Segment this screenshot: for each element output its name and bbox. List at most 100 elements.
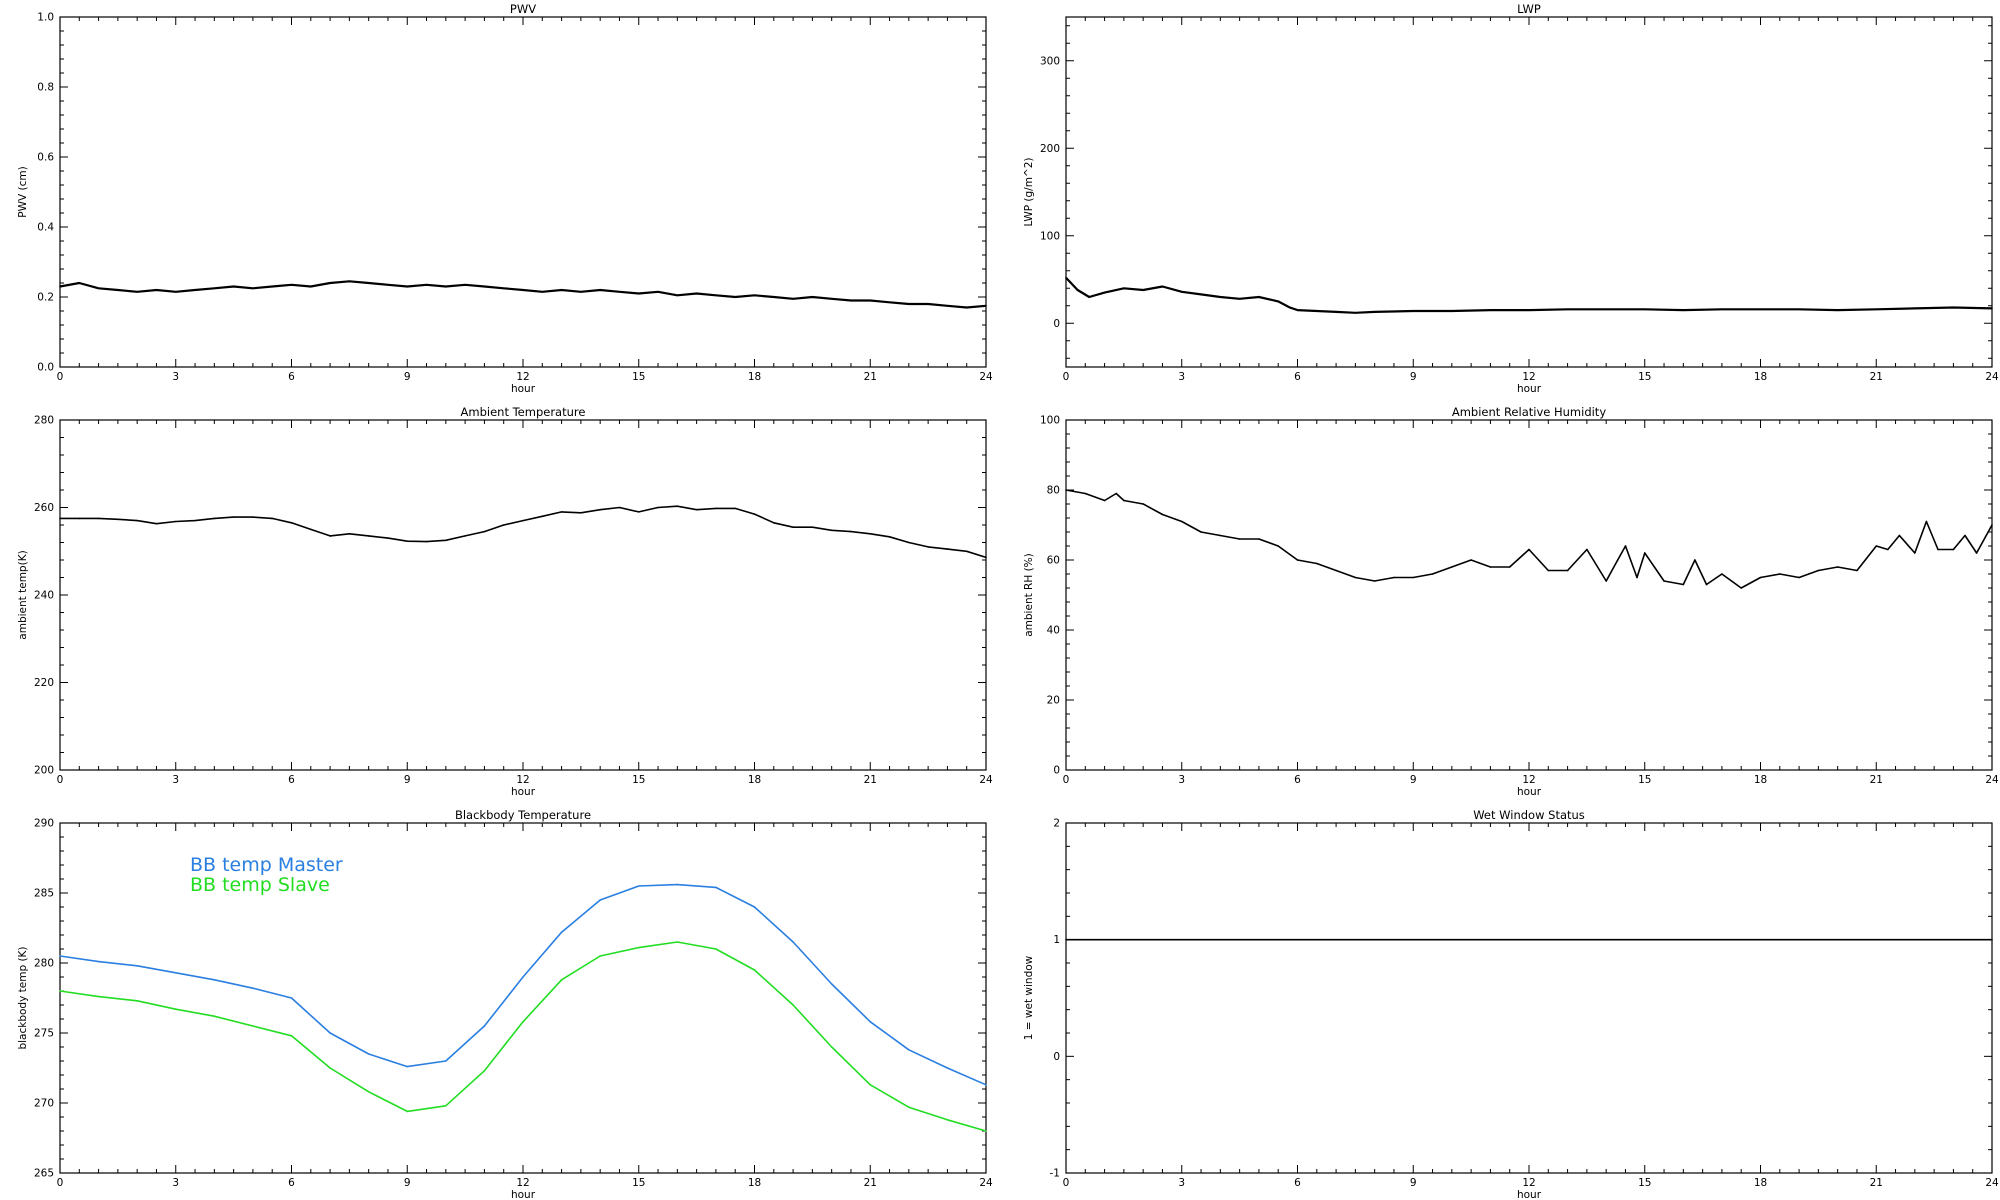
- data-point: [850, 530, 852, 533]
- data-point: [522, 1021, 524, 1023]
- x-tick-label: 24: [1985, 371, 1999, 383]
- data-point: [1219, 296, 1222, 298]
- data-point: [522, 289, 524, 291]
- y-tick-label: 1: [1053, 934, 1060, 946]
- data-point: [445, 1105, 447, 1107]
- data-point: [1277, 300, 1280, 303]
- data-point: [1798, 576, 1800, 579]
- data-point: [1115, 492, 1117, 495]
- data-point: [117, 518, 119, 521]
- x-tick-label: 0: [1063, 774, 1070, 786]
- plot-frame: [1065, 16, 1993, 368]
- y-axis-label: LWP (g/m^2): [1023, 157, 1035, 226]
- y-tick-label: 300: [1040, 55, 1060, 67]
- x-tick-label: 6: [1294, 371, 1301, 383]
- x-tick-label: 0: [57, 774, 64, 786]
- x-tick-label: 9: [1410, 1177, 1417, 1189]
- data-point: [290, 522, 293, 524]
- data-point: [618, 290, 621, 293]
- y-tick-label: 0: [1053, 1051, 1060, 1063]
- data-point: [541, 290, 544, 293]
- data-point: [1470, 559, 1472, 561]
- data-point: [1088, 296, 1090, 298]
- data-point: [869, 1084, 872, 1086]
- data-point: [1123, 287, 1125, 290]
- data-point: [329, 1032, 331, 1034]
- plot-frame: [59, 419, 987, 771]
- x-tick-label: 15: [1638, 371, 1651, 383]
- data-point: [908, 1106, 910, 1108]
- y-axis-label: blackbody temp (K): [17, 946, 29, 1049]
- chart-title: Ambient Relative Humidity: [1452, 405, 1606, 419]
- data-point: [1721, 308, 1723, 311]
- data-point: [290, 997, 293, 999]
- x-tick-label: 24: [979, 774, 993, 786]
- data-point: [734, 296, 737, 298]
- data-point: [1412, 576, 1415, 579]
- series-line-bb-temp-master: [59, 883, 987, 1086]
- y-tick-label: 20: [1047, 695, 1060, 707]
- data-point: [367, 1091, 370, 1093]
- data-point: [1991, 524, 1993, 526]
- data-point: [271, 285, 274, 288]
- series-line-ambient_rh-0: [1065, 489, 1993, 589]
- data-point: [676, 294, 679, 297]
- data-point: [1373, 580, 1376, 582]
- y-tick-label: 240: [34, 590, 54, 602]
- data-point: [136, 290, 138, 293]
- data-point: [387, 537, 389, 539]
- data-point: [753, 294, 756, 297]
- x-tick-label: 18: [1754, 371, 1767, 383]
- x-tick-label: 12: [1522, 371, 1535, 383]
- data-point: [1103, 499, 1106, 502]
- data-point: [1258, 538, 1260, 540]
- data-point: [213, 979, 216, 981]
- data-point: [1991, 938, 1993, 941]
- x-tick-label: 24: [979, 1177, 993, 1189]
- data-point: [1836, 566, 1839, 568]
- series-line-bb-temp-slave: [59, 941, 987, 1132]
- data-point: [1084, 492, 1087, 495]
- chart-panel-ambient_temperature: Ambient Temperature 0 3 6 9 12 15 18 21 24 200 220 2…: [17, 405, 993, 798]
- x-tick-label: 18: [1754, 774, 1767, 786]
- x-tick-label: 12: [1522, 1177, 1535, 1189]
- y-tick-label: 100: [1040, 415, 1060, 427]
- data-point: [252, 516, 254, 518]
- x-tick-label: 21: [1870, 371, 1883, 383]
- data-point: [541, 515, 544, 518]
- data-point: [502, 524, 505, 526]
- data-point: [1180, 290, 1183, 293]
- data-point: [1219, 534, 1222, 537]
- data-point: [1393, 576, 1395, 579]
- data-point: [830, 983, 833, 985]
- data-point: [753, 906, 756, 908]
- data-point: [309, 285, 312, 288]
- data-point: [1528, 309, 1530, 311]
- data-point: [1142, 289, 1144, 291]
- data-point: [97, 995, 100, 998]
- data-point: [309, 528, 312, 531]
- data-point: [560, 931, 563, 933]
- data-point: [522, 976, 524, 978]
- data-point: [290, 1035, 293, 1037]
- data-point: [580, 290, 582, 293]
- series-line-pwv-0: [59, 280, 987, 309]
- data-point: [637, 885, 640, 887]
- data-point: [59, 955, 61, 957]
- data-point: [985, 1130, 987, 1132]
- data-point: [1288, 306, 1291, 309]
- data-point: [676, 505, 679, 507]
- data-point: [715, 948, 717, 950]
- y-tick-label: 260: [34, 502, 54, 514]
- data-point: [348, 280, 351, 283]
- x-tick-label: 0: [57, 371, 64, 383]
- data-point: [869, 1021, 872, 1023]
- data-point: [1566, 569, 1569, 572]
- x-tick-label: 21: [1870, 1177, 1883, 1189]
- data-point: [522, 519, 524, 522]
- data-point: [637, 292, 640, 295]
- data-point: [174, 290, 177, 293]
- y-tick-label: 220: [34, 677, 54, 689]
- data-point: [772, 296, 775, 298]
- data-point: [888, 301, 891, 304]
